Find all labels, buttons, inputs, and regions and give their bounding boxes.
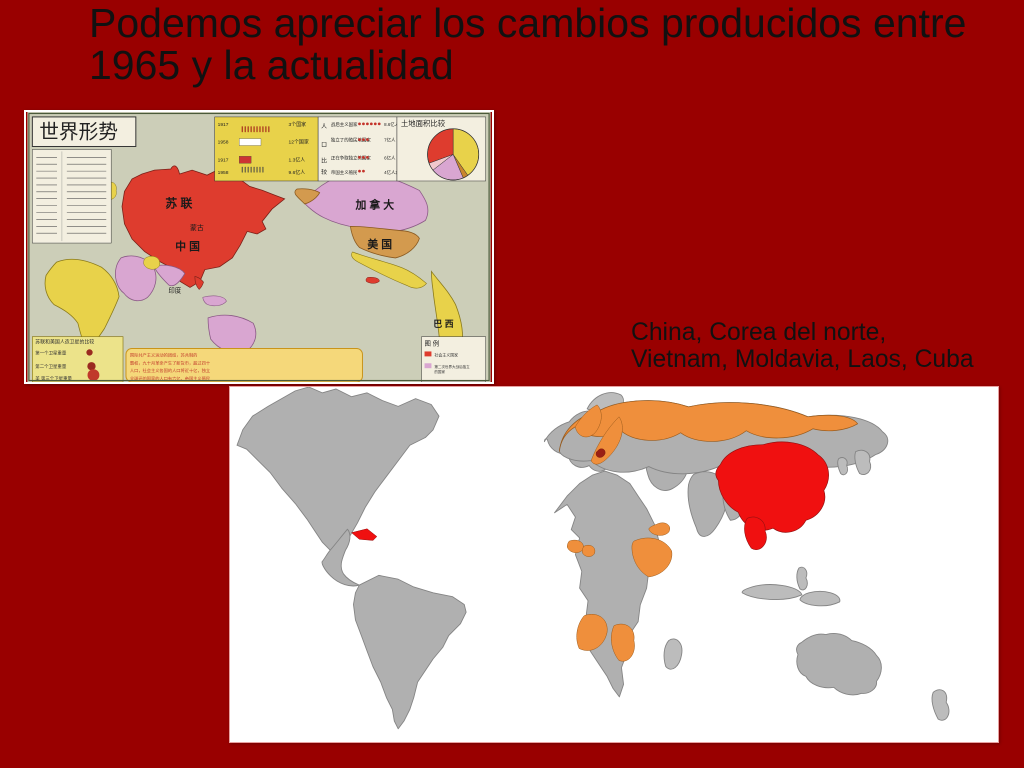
svg-text:社会主义国家: 社会主义国家 <box>434 352 458 357</box>
svg-text:1958: 1958 <box>218 140 229 146</box>
svg-text:人口，社会主义各国的人口将近十亿，独立: 人口，社会主义各国的人口将近十亿，独立 <box>130 367 210 374</box>
svg-text:美 国: 美 国 <box>367 237 392 251</box>
svg-text:第二个卫星重量: 第二个卫星重量 <box>35 363 67 370</box>
svg-text:苏联和美国人造卫星的比较: 苏联和美国人造卫星的比较 <box>35 339 94 346</box>
svg-text:1958: 1958 <box>218 170 229 176</box>
svg-text:口: 口 <box>321 141 327 148</box>
svg-text:加 拿 大: 加 拿 大 <box>355 198 395 212</box>
svg-text:比: 比 <box>321 156 327 164</box>
svg-text:6亿人: 6亿人 <box>384 154 396 161</box>
svg-text:世界形势: 世界形势 <box>39 122 118 144</box>
svg-text:正在争取独立的国家: 正在争取独立的国家 <box>331 154 371 161</box>
svg-text:1.3亿人: 1.3亿人 <box>289 156 306 163</box>
svg-text:9.6亿人: 9.6亿人 <box>289 169 306 176</box>
svg-text:印度: 印度 <box>168 285 181 294</box>
svg-text:中 国: 中 国 <box>175 239 200 253</box>
svg-text:帝国主义殖民: 帝国主义殖民 <box>331 169 358 176</box>
svg-text:12个国家: 12个国家 <box>289 139 309 146</box>
svg-text:3个国家: 3个国家 <box>289 121 307 128</box>
svg-text:第一个卫星重量: 第一个卫星重量 <box>35 349 67 356</box>
svg-text:国际共产主义运动的团结，苏共制的: 国际共产主义运动的团结，苏共制的 <box>130 351 198 358</box>
svg-text:战后主义国家: 战后主义国家 <box>331 121 358 128</box>
svg-text:较: 较 <box>321 168 327 176</box>
svg-text:土地面积比较: 土地面积比较 <box>401 119 446 128</box>
svg-text:苏 联: 苏 联 <box>165 197 192 211</box>
svg-text:蒙古: 蒙古 <box>190 223 204 232</box>
svg-text:图 例: 图 例 <box>425 339 440 348</box>
svg-text:1917: 1917 <box>218 157 229 163</box>
svg-text:人: 人 <box>321 123 327 130</box>
svg-text:霸权，九十月革命产生了新货币，超过四十: 霸权，九十月革命产生了新货币，超过四十 <box>130 359 210 366</box>
svg-text:7亿人: 7亿人 <box>384 137 396 144</box>
svg-text:独立了的殖民地国家: 独立了的殖民地国家 <box>331 137 371 144</box>
svg-text:1917: 1917 <box>218 122 229 128</box>
svg-text:巴 西: 巴 西 <box>433 319 453 329</box>
svg-text:第二次世界大战后独立: 第二次世界大战后独立 <box>434 364 470 369</box>
svg-text:的国家: 的国家 <box>434 369 445 374</box>
